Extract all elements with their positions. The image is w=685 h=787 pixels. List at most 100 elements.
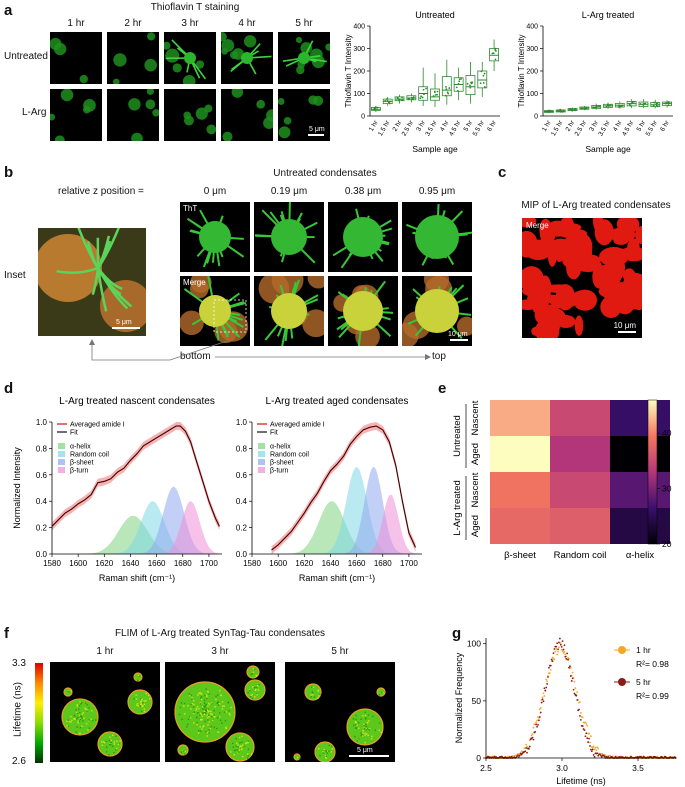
histogram-point <box>538 716 541 718</box>
histogram-point <box>581 725 584 727</box>
condensate-blob <box>594 219 614 246</box>
panel-a-title: Thioflavin T staining <box>150 2 240 13</box>
condensate-blob <box>622 272 642 299</box>
column-label: Random coil <box>554 550 607 561</box>
histogram-point <box>592 754 595 756</box>
y-tick-label: 200 <box>526 69 538 76</box>
y-tick-label: 0.8 <box>236 444 248 453</box>
fit-line <box>51 425 220 527</box>
histogram-point <box>510 755 513 758</box>
micrograph-tile <box>50 32 102 84</box>
condensate-blob <box>574 315 584 336</box>
condensate-blob <box>547 243 557 267</box>
legend-swatch <box>258 443 265 449</box>
row-label: Nascent <box>470 400 481 435</box>
data-point <box>585 106 588 109</box>
data-point <box>419 97 422 100</box>
y-tick-label: 0.8 <box>36 444 48 453</box>
histogram-point <box>592 745 595 748</box>
legend-r2: R²= 0.99 <box>636 691 669 701</box>
data-point <box>618 104 620 107</box>
condensate-blob <box>635 226 642 245</box>
histogram-point <box>561 640 564 643</box>
data-point <box>434 93 437 96</box>
data-point <box>620 105 623 108</box>
data-point <box>412 98 414 101</box>
histogram-point <box>542 700 545 703</box>
z-slice-tile: ThT <box>180 202 250 272</box>
heatmap-colorbar <box>647 399 658 545</box>
data-point <box>570 108 572 111</box>
histogram-point <box>565 657 568 660</box>
y-tick-label: 400 <box>353 24 365 31</box>
condensate-blob <box>542 331 553 338</box>
data-point <box>639 103 642 105</box>
data-point <box>605 105 608 108</box>
inset-scalebar-label: 5 μm <box>116 319 132 326</box>
data-point <box>580 107 583 110</box>
legend-label: 1 hr <box>636 645 651 655</box>
legend-label: β-turn <box>270 468 289 475</box>
histogram-point <box>561 650 564 653</box>
histogram-point <box>563 644 566 647</box>
histogram-point <box>527 748 530 750</box>
histogram-point <box>591 748 594 751</box>
row-tag: Merge <box>183 278 206 287</box>
legend-label: Random coil <box>70 452 109 459</box>
histogram-point <box>534 730 537 733</box>
data-point <box>385 98 388 101</box>
histogram-point <box>579 714 581 717</box>
histogram-point <box>596 752 599 755</box>
x-tick-label: 1580 <box>43 559 61 568</box>
box <box>441 76 452 97</box>
histogram-point <box>539 711 542 714</box>
x-tick-label: 1660 <box>348 559 366 568</box>
lifetime-colorbar <box>35 663 43 763</box>
heatmap-cell <box>490 436 550 472</box>
histogram-point <box>543 695 546 697</box>
heatmap-cell <box>490 400 550 436</box>
histogram-point <box>579 712 582 714</box>
histogram-point <box>594 746 597 749</box>
secondary-structure-heatmap: β-sheet Random coil α-helix Nascent Aged Nasc… <box>452 399 672 561</box>
micrograph-tile <box>221 32 273 84</box>
component-band <box>52 501 222 554</box>
data-point <box>384 99 387 102</box>
data-point <box>457 82 460 85</box>
y-tick-label: 0.2 <box>36 524 48 533</box>
heatmap-cell <box>550 436 610 472</box>
panel-c-title: MIP of L-Arg treated condensates <box>521 200 671 211</box>
x-tick-label: 1680 <box>174 559 192 568</box>
histogram-point <box>535 723 538 726</box>
legend-swatch <box>58 467 65 473</box>
condensate-blob <box>606 253 626 282</box>
legend-label: α-helix <box>270 444 291 451</box>
y-tick-label: 400 <box>526 24 538 31</box>
data-point <box>557 109 560 112</box>
y-axis-label: Thioflavin T Intensity <box>517 34 526 107</box>
histogram-point <box>553 648 556 650</box>
condensate-blob <box>522 218 537 228</box>
histogram-point <box>560 645 563 648</box>
histogram-point <box>569 675 572 677</box>
histogram-point <box>587 741 590 743</box>
histogram-point <box>550 658 553 661</box>
data-point <box>494 47 497 50</box>
histogram-point <box>547 676 549 678</box>
flim-condensate <box>304 683 322 701</box>
legend-marker <box>618 678 626 686</box>
histogram-point <box>556 642 559 645</box>
z-slice-tile: Merge <box>180 276 250 346</box>
z-slice-tile: 10 μm <box>402 276 472 346</box>
component-band <box>52 501 222 554</box>
panel-label-a: a <box>4 2 13 19</box>
heatmap-cell <box>610 400 670 436</box>
histogram-point <box>536 725 538 728</box>
histogram-point <box>536 719 538 722</box>
histogram-point <box>585 732 588 735</box>
z-value-label: 0.95 μm <box>418 186 456 197</box>
data-point <box>432 95 435 97</box>
histogram-point <box>558 641 560 644</box>
a-time-label: 1 hr <box>67 18 85 29</box>
histogram-point <box>588 732 590 735</box>
